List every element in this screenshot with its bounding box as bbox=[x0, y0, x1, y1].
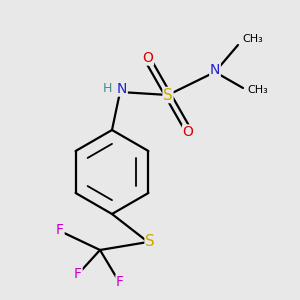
Text: S: S bbox=[145, 235, 155, 250]
Text: CH₃: CH₃ bbox=[247, 85, 268, 95]
Text: N: N bbox=[117, 82, 127, 96]
Text: N: N bbox=[210, 63, 220, 77]
Text: F: F bbox=[74, 267, 82, 281]
Text: H: H bbox=[103, 82, 112, 95]
Text: F: F bbox=[116, 275, 124, 289]
Text: O: O bbox=[183, 125, 194, 139]
Text: F: F bbox=[56, 223, 64, 237]
Text: S: S bbox=[163, 88, 173, 103]
Text: CH₃: CH₃ bbox=[242, 34, 263, 44]
Text: O: O bbox=[142, 51, 153, 65]
